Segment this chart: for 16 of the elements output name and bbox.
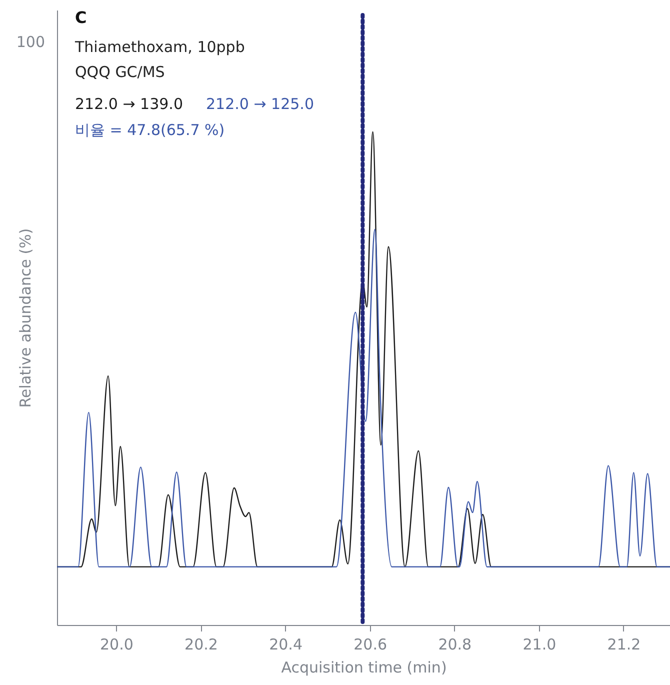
chart-title: C [75,8,87,27]
annotation: 비율 = 47.8(65.7 %) [75,121,225,139]
x-tick-label: 20.8 [438,636,472,654]
x-tick-label: 20.4 [269,636,302,654]
text: 212.0 → 139.0 [75,95,183,113]
x-tick-label: 21.2 [607,636,641,654]
text: 212.0 → 125.0 [206,95,314,113]
y-axis-title: Relative abundance (%) [16,228,34,408]
x-tick-label: 20.2 [184,636,218,654]
text: Thiamethoxam, 10ppb [74,38,245,56]
x-tick-label: 20.6 [354,636,388,654]
text: 100 [16,33,45,51]
x-tick-label: 21.0 [522,636,556,654]
x-tick-label: 20.0 [100,636,134,654]
x-axis-title: Acquisition time (min) [281,658,447,676]
text: QQQ GC/MS [75,63,165,81]
